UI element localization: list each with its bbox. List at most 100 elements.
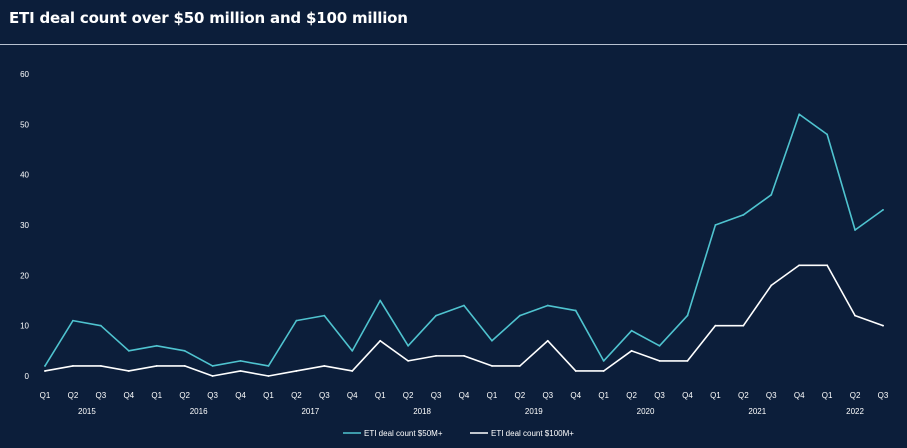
data-point — [686, 360, 689, 362]
legend-label: ETI deal count $100M+ — [491, 429, 574, 438]
data-point — [658, 360, 661, 362]
quarter-tick-label: Q3 — [542, 391, 553, 400]
quarter-tick-label: Q4 — [570, 391, 581, 400]
data-point — [630, 349, 633, 352]
quarter-tick-label: Q2 — [403, 391, 414, 400]
data-point — [323, 314, 326, 317]
series-line-2 — [44, 264, 884, 377]
quarter-tick-label: Q3 — [431, 391, 442, 400]
data-point — [546, 304, 549, 307]
data-point — [463, 354, 465, 357]
quarter-tick-label: Q2 — [291, 391, 302, 400]
quarter-tick-label: Q4 — [235, 391, 246, 400]
data-point — [882, 324, 884, 327]
y-tick-label: 20 — [20, 271, 29, 280]
y-tick-label: 40 — [20, 171, 29, 180]
y-tick-label: 0 — [25, 372, 30, 381]
quarter-tick-label: Q2 — [626, 391, 637, 400]
data-point — [491, 339, 493, 342]
data-point — [127, 370, 130, 372]
data-point — [155, 365, 158, 367]
year-tick-label: 2019 — [525, 407, 543, 416]
year-tick-label: 2022 — [846, 407, 864, 416]
data-point — [267, 365, 270, 367]
quarter-tick-label: Q1 — [487, 391, 498, 400]
data-point — [44, 365, 46, 367]
quarter-tick-label: Q2 — [850, 391, 861, 400]
data-point — [239, 370, 242, 372]
data-point — [798, 264, 801, 267]
data-point — [686, 314, 689, 317]
data-point — [379, 339, 382, 342]
legend-label: ETI deal count $50M+ — [364, 429, 443, 438]
data-point — [518, 314, 521, 317]
data-point — [518, 365, 521, 367]
data-point — [295, 370, 298, 372]
series-layer — [44, 113, 884, 377]
title-divider — [0, 44, 907, 45]
quarter-tick-label: Q4 — [123, 391, 134, 400]
year-tick-label: 2017 — [301, 407, 319, 416]
data-point — [463, 304, 465, 307]
data-point — [379, 299, 382, 302]
quarter-tick-label: Q4 — [682, 391, 693, 400]
quarter-tick-label: Q2 — [68, 391, 79, 400]
y-tick-label: 10 — [20, 322, 29, 331]
quarter-tick-label: Q1 — [822, 391, 833, 400]
quarter-tick-label: Q4 — [794, 391, 805, 400]
data-point — [574, 370, 577, 372]
y-tick-label: 50 — [20, 120, 29, 129]
data-point — [72, 319, 74, 322]
y-tick-label: 60 — [20, 70, 29, 79]
x-axis: Q1 Q2 Q3 Q4 Q1 Q2 Q3 Q4 Q1 Q2 Q3 Q4 Q1 Q2 Q3 Q4 Q1 Q2 Q3 Q4… — [40, 391, 889, 416]
quarter-tick-label: Q3 — [654, 391, 665, 400]
data-point — [99, 365, 102, 367]
quarter-tick-label: Q2 — [515, 391, 526, 400]
year-tick-label: 2020 — [637, 407, 655, 416]
data-point — [714, 324, 717, 327]
data-point — [127, 349, 130, 352]
data-point — [435, 354, 437, 357]
quarter-tick-label: Q3 — [207, 391, 218, 400]
quarter-tick-label: Q1 — [151, 391, 162, 400]
data-point — [770, 284, 773, 287]
data-point — [491, 365, 493, 367]
year-tick-label: 2016 — [190, 407, 208, 416]
data-point — [658, 344, 661, 347]
data-point — [574, 309, 577, 312]
data-point — [155, 344, 158, 347]
data-point — [798, 113, 801, 116]
quarter-tick-label: Q1 — [40, 391, 51, 400]
data-point — [854, 314, 856, 317]
data-point — [882, 209, 884, 211]
data-point — [435, 314, 437, 317]
data-point — [742, 214, 745, 216]
quarter-tick-label: Q4 — [459, 391, 470, 400]
data-point — [826, 133, 829, 136]
data-point — [211, 375, 214, 377]
data-point — [323, 365, 326, 367]
quarter-tick-label: Q4 — [347, 391, 358, 400]
year-tick-label: 2015 — [78, 407, 96, 416]
quarter-tick-label: Q1 — [263, 391, 274, 400]
data-point — [295, 319, 298, 322]
quarter-tick-label: Q3 — [766, 391, 777, 400]
data-point — [99, 324, 102, 327]
year-tick-label: 2018 — [413, 407, 431, 416]
data-point — [546, 339, 549, 342]
data-point — [854, 229, 856, 231]
data-point — [267, 375, 270, 377]
quarter-tick-label: Q2 — [179, 391, 190, 400]
data-point — [770, 193, 773, 196]
quarter-tick-label: Q3 — [96, 391, 107, 400]
quarter-tick-label: Q1 — [375, 391, 386, 400]
data-point — [183, 349, 186, 352]
quarter-tick-label: Q3 — [878, 391, 889, 400]
data-point — [826, 264, 829, 267]
data-point — [351, 370, 354, 372]
year-tick-label: 2021 — [748, 407, 766, 416]
data-point — [407, 360, 410, 362]
data-point — [742, 324, 745, 327]
quarter-tick-label: Q1 — [710, 391, 721, 400]
